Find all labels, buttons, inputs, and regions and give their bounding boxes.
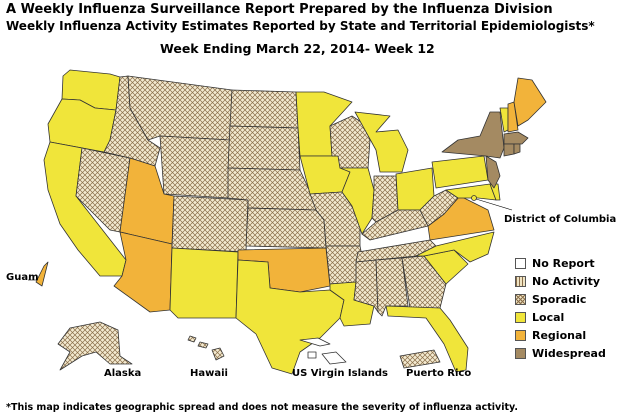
- week-label: Week Ending March 22, 2014- Week 12: [160, 41, 435, 56]
- title-line-2: Weekly Influenza Activity Estimates Repo…: [6, 19, 595, 33]
- state-ME[interactable]: [513, 77, 547, 127]
- legend-label: Sporadic: [532, 292, 587, 306]
- state-TX[interactable]: [235, 259, 345, 375]
- dc-leader-line: [475, 198, 513, 211]
- legend-item-regional: Regional: [515, 326, 606, 344]
- state-NH[interactable]: [507, 101, 519, 133]
- legend-label: Regional: [532, 328, 587, 342]
- state-FL[interactable]: [385, 305, 469, 373]
- footnote: *This map indicates geographic spread an…: [6, 402, 518, 413]
- state-NC[interactable]: [415, 231, 495, 263]
- state-SD[interactable]: [227, 125, 301, 171]
- legend-swatch-no-activity: [515, 275, 526, 287]
- state-CO[interactable]: [171, 195, 249, 253]
- pr-label: Puerto Rico: [406, 368, 472, 379]
- legend-item-widespread: Widespread: [515, 344, 606, 362]
- state-NY[interactable]: [441, 111, 505, 159]
- state-NM[interactable]: [169, 247, 239, 319]
- state-CT[interactable]: [503, 143, 515, 157]
- legend-label: No Activity: [532, 274, 601, 288]
- legend-label: Local: [532, 310, 565, 324]
- dc-label: District of Columbia: [504, 214, 617, 225]
- legend-item-no-report: No Report: [515, 254, 606, 272]
- hawaii-label: Hawaii: [190, 368, 228, 379]
- state-GU[interactable]: [35, 261, 49, 287]
- legend-swatch-no-report: [515, 257, 526, 269]
- state-NJ[interactable]: [485, 155, 501, 189]
- state-MI[interactable]: [354, 111, 409, 173]
- state-AZ[interactable]: [113, 231, 173, 313]
- legend-swatch-sporadic: [515, 293, 526, 305]
- legend: No Report No Activity Sporadic Local Reg…: [515, 254, 606, 362]
- legend-item-sporadic: Sporadic: [515, 290, 606, 308]
- state-WY[interactable]: [159, 135, 231, 199]
- state-HI[interactable]: [187, 335, 225, 361]
- legend-swatch-local: [515, 311, 526, 323]
- state-AK[interactable]: [57, 321, 133, 371]
- title-line-1: A Weekly Influenza Surveillance Report P…: [6, 2, 553, 17]
- state-MD[interactable]: [445, 183, 497, 201]
- guam-label: Guam: [6, 272, 39, 283]
- state-MT[interactable]: [127, 75, 233, 141]
- state-VI[interactable]: [299, 337, 347, 365]
- state-ND[interactable]: [229, 89, 299, 129]
- state-RI[interactable]: [513, 143, 521, 155]
- state-DC[interactable]: [471, 195, 477, 201]
- state-PR[interactable]: [399, 349, 441, 369]
- legend-swatch-regional: [515, 329, 526, 341]
- state-KS[interactable]: [245, 207, 327, 249]
- state-MA[interactable]: [503, 131, 529, 145]
- usvi-label: US Virgin Islands: [292, 368, 388, 379]
- legend-label: No Report: [532, 256, 595, 270]
- state-PA[interactable]: [431, 155, 489, 189]
- legend-swatch-widespread: [515, 347, 526, 359]
- legend-label: Widespread: [532, 346, 606, 360]
- legend-item-no-activity: No Activity: [515, 272, 606, 290]
- alaska-label: Alaska: [104, 368, 142, 379]
- legend-item-local: Local: [515, 308, 606, 326]
